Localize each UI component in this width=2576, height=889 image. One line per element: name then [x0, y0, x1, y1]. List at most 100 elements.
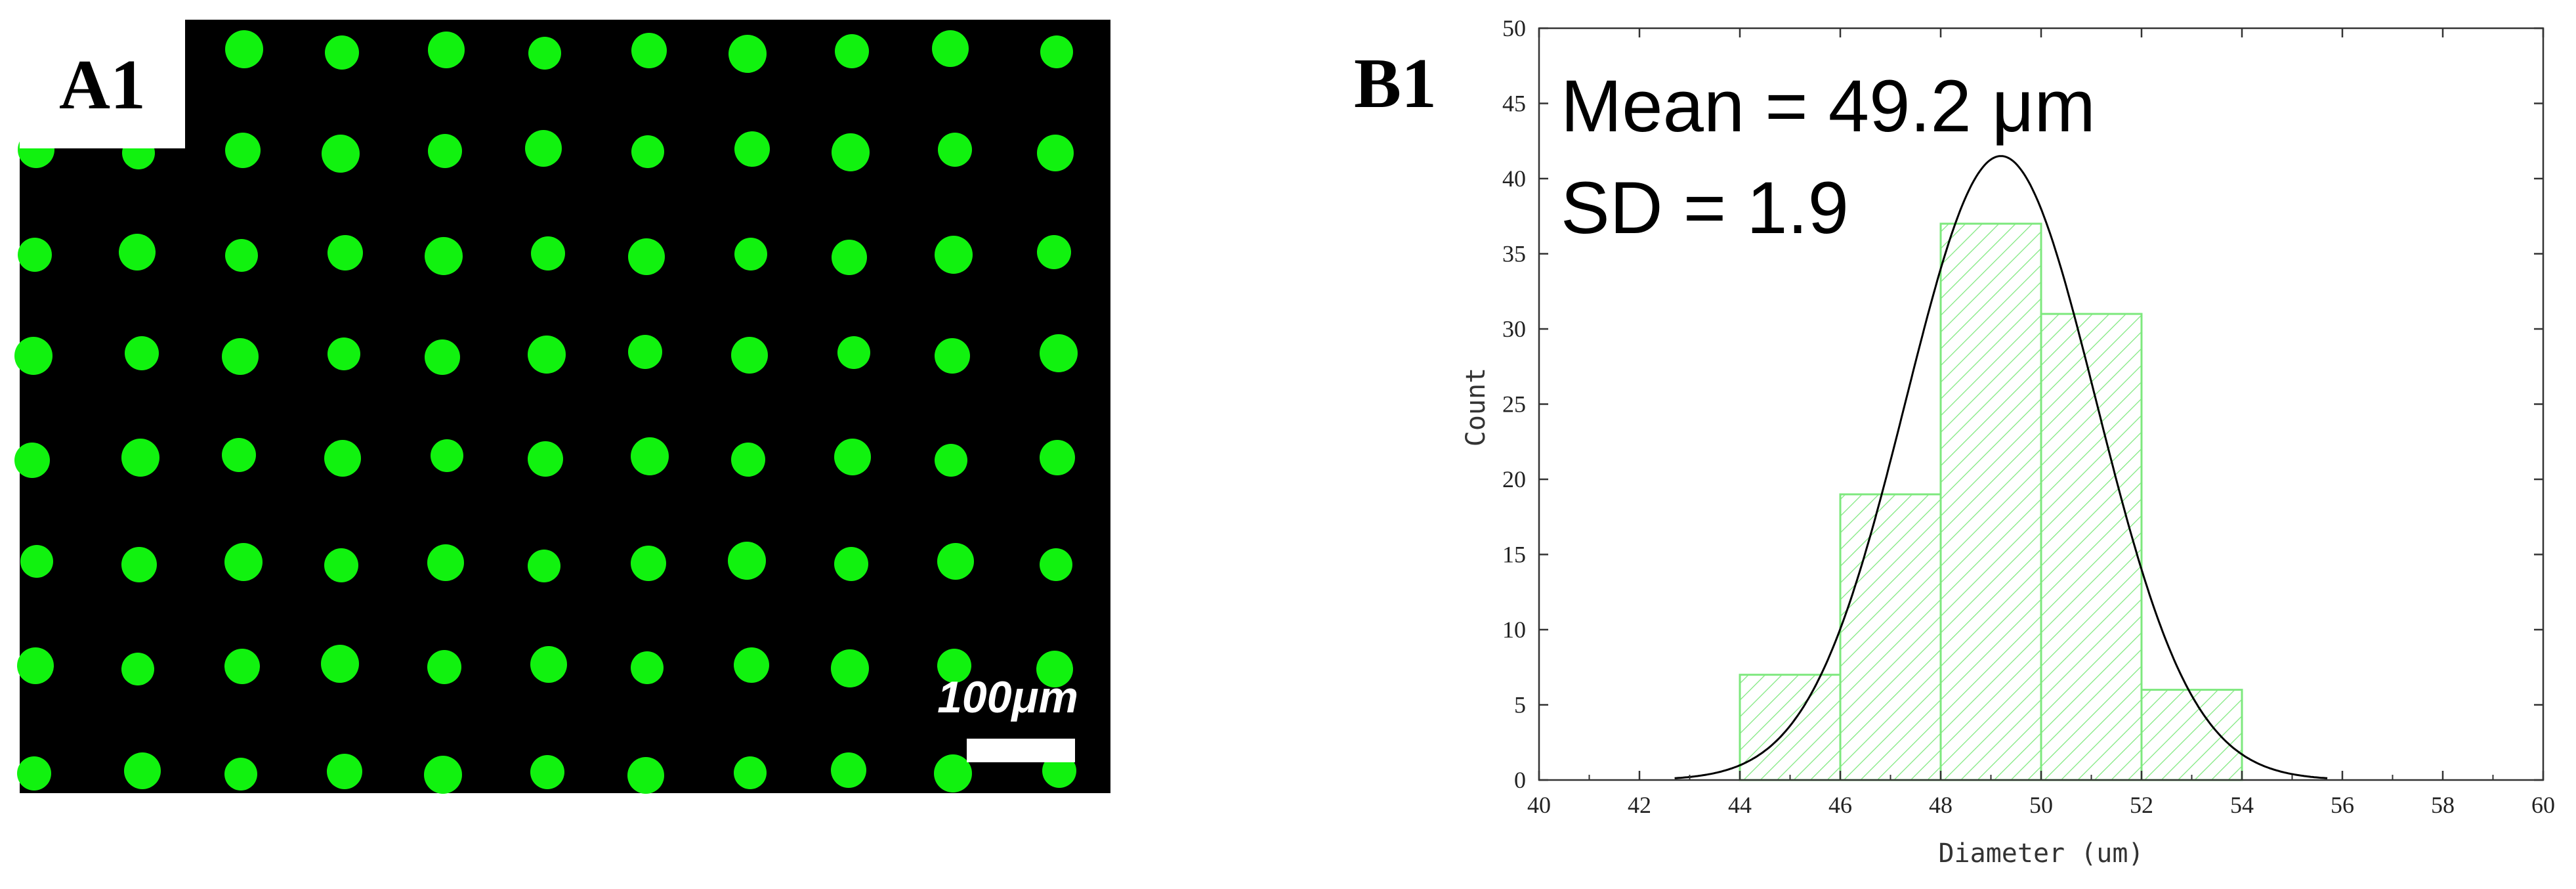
microsphere-dot	[425, 237, 463, 275]
scale-bar	[967, 739, 1075, 762]
x-tick-label: 52	[2130, 792, 2153, 818]
microsphere-array	[14, 30, 1078, 794]
axes: 40 42 44 46 48 50 52 54 56 58 60 0 5 10 15 20 25 30 35 40 45…	[1502, 15, 2555, 818]
x-tick-label: 54	[2230, 792, 2254, 818]
microsphere-dot	[321, 645, 359, 683]
microsphere-dot	[731, 337, 768, 374]
microsphere-dot	[427, 544, 464, 581]
microsphere-dot	[530, 755, 564, 789]
microsphere-dot	[728, 542, 766, 580]
microsphere-dot	[222, 438, 256, 472]
x-tick-label: 48	[1929, 792, 1953, 818]
gaussian-fit-curve	[1674, 155, 2328, 779]
microsphere-dot	[834, 547, 868, 581]
microsphere-dot	[427, 650, 461, 684]
y-tick-label: 5	[1514, 692, 1526, 718]
microsphere-dot	[431, 439, 463, 472]
microsphere-dot	[1037, 135, 1074, 171]
histogram-bar	[1939, 223, 2042, 781]
microsphere-dot	[627, 757, 664, 794]
microsphere-dot	[327, 337, 360, 370]
panel-a-micrograph: A1 100μm	[14, 20, 1110, 794]
microsphere-dot	[17, 756, 51, 791]
microsphere-dot	[322, 135, 360, 173]
microsphere-dot	[734, 756, 767, 789]
microsphere-dot	[1040, 334, 1078, 372]
panel-b-label: B1	[1354, 45, 1437, 123]
microsphere-dot	[1040, 35, 1073, 68]
microsphere-dot	[1040, 548, 1072, 581]
microsphere-dot	[327, 235, 363, 271]
microsphere-dot	[424, 756, 462, 794]
microsphere-dot	[734, 238, 767, 271]
microsphere-dot	[1036, 651, 1073, 687]
microsphere-dot	[14, 443, 50, 478]
panel-a-label: A1	[59, 46, 146, 124]
histogram-bar	[1839, 493, 1942, 781]
microsphere-dot	[835, 34, 869, 68]
y-tick-label: 0	[1514, 767, 1526, 793]
microsphere-dot	[224, 758, 257, 791]
y-tick-label: 30	[1502, 316, 1526, 342]
y-tick-label: 40	[1502, 165, 1526, 192]
x-tick-label: 58	[2431, 792, 2455, 818]
microsphere-dot	[631, 33, 667, 68]
y-tick-label: 35	[1502, 241, 1526, 267]
microsphere-dot	[734, 131, 770, 167]
microsphere-dot	[631, 546, 666, 581]
microsphere-dot	[531, 236, 565, 271]
microsphere-dot	[1040, 440, 1075, 475]
microsphere-dot	[224, 543, 263, 581]
microsphere-dot	[932, 30, 969, 67]
microsphere-dot	[17, 647, 54, 684]
microsphere-dot	[18, 238, 52, 272]
y-tick-label: 10	[1502, 617, 1526, 643]
microsphere-dot	[225, 30, 263, 68]
microsphere-dot	[121, 439, 159, 477]
microsphere-dot	[938, 133, 972, 167]
microsphere-dot	[119, 234, 156, 271]
microsphere-dot	[937, 649, 971, 683]
microsphere-dot	[831, 649, 869, 687]
x-axis-title: Diameter (um)	[1938, 838, 2143, 869]
mean-annotation: Mean = 49.2 μm	[1561, 65, 2096, 147]
microsphere-dot	[935, 236, 973, 274]
histogram-bars	[1739, 223, 2243, 781]
microsphere-dot	[425, 339, 460, 375]
microsphere-dot	[832, 133, 870, 171]
sd-annotation: SD = 1.9	[1561, 167, 1849, 249]
y-tick-label: 45	[1502, 91, 1526, 117]
microsphere-dot	[528, 37, 561, 70]
microsphere-dot	[832, 240, 867, 275]
microsphere-dot	[528, 336, 566, 374]
microsphere-dot	[324, 548, 358, 582]
x-tick-label: 44	[1728, 792, 1752, 818]
y-tick-label: 50	[1502, 15, 1526, 41]
microsphere-dot	[734, 647, 769, 683]
microsphere-dot	[728, 35, 767, 73]
microsphere-dot	[14, 337, 53, 375]
microsphere-dot	[224, 649, 260, 684]
y-tick-label: 25	[1502, 391, 1526, 418]
microsphere-dot	[631, 651, 664, 684]
microsphere-dot	[935, 444, 967, 477]
microsphere-dot	[125, 336, 159, 370]
microsphere-dot	[324, 440, 361, 477]
microsphere-dot	[935, 338, 970, 374]
microsphere-dot	[528, 550, 560, 582]
microsphere-dot	[222, 338, 259, 375]
histogram-bar	[1739, 674, 1842, 781]
microsphere-dot	[937, 543, 974, 580]
microsphere-dot	[225, 239, 258, 272]
microsphere-dot	[428, 32, 465, 68]
microsphere-dot	[628, 238, 665, 275]
microsphere-dot	[628, 335, 662, 369]
microsphere-dot	[834, 439, 871, 475]
scale-bar-label: 100μm	[937, 672, 1078, 722]
microsphere-dot	[121, 653, 154, 685]
histogram-bar	[2140, 689, 2243, 781]
microsphere-dot	[831, 752, 866, 788]
y-tick-label: 15	[1502, 542, 1526, 568]
x-tick-label: 40	[1527, 792, 1551, 818]
